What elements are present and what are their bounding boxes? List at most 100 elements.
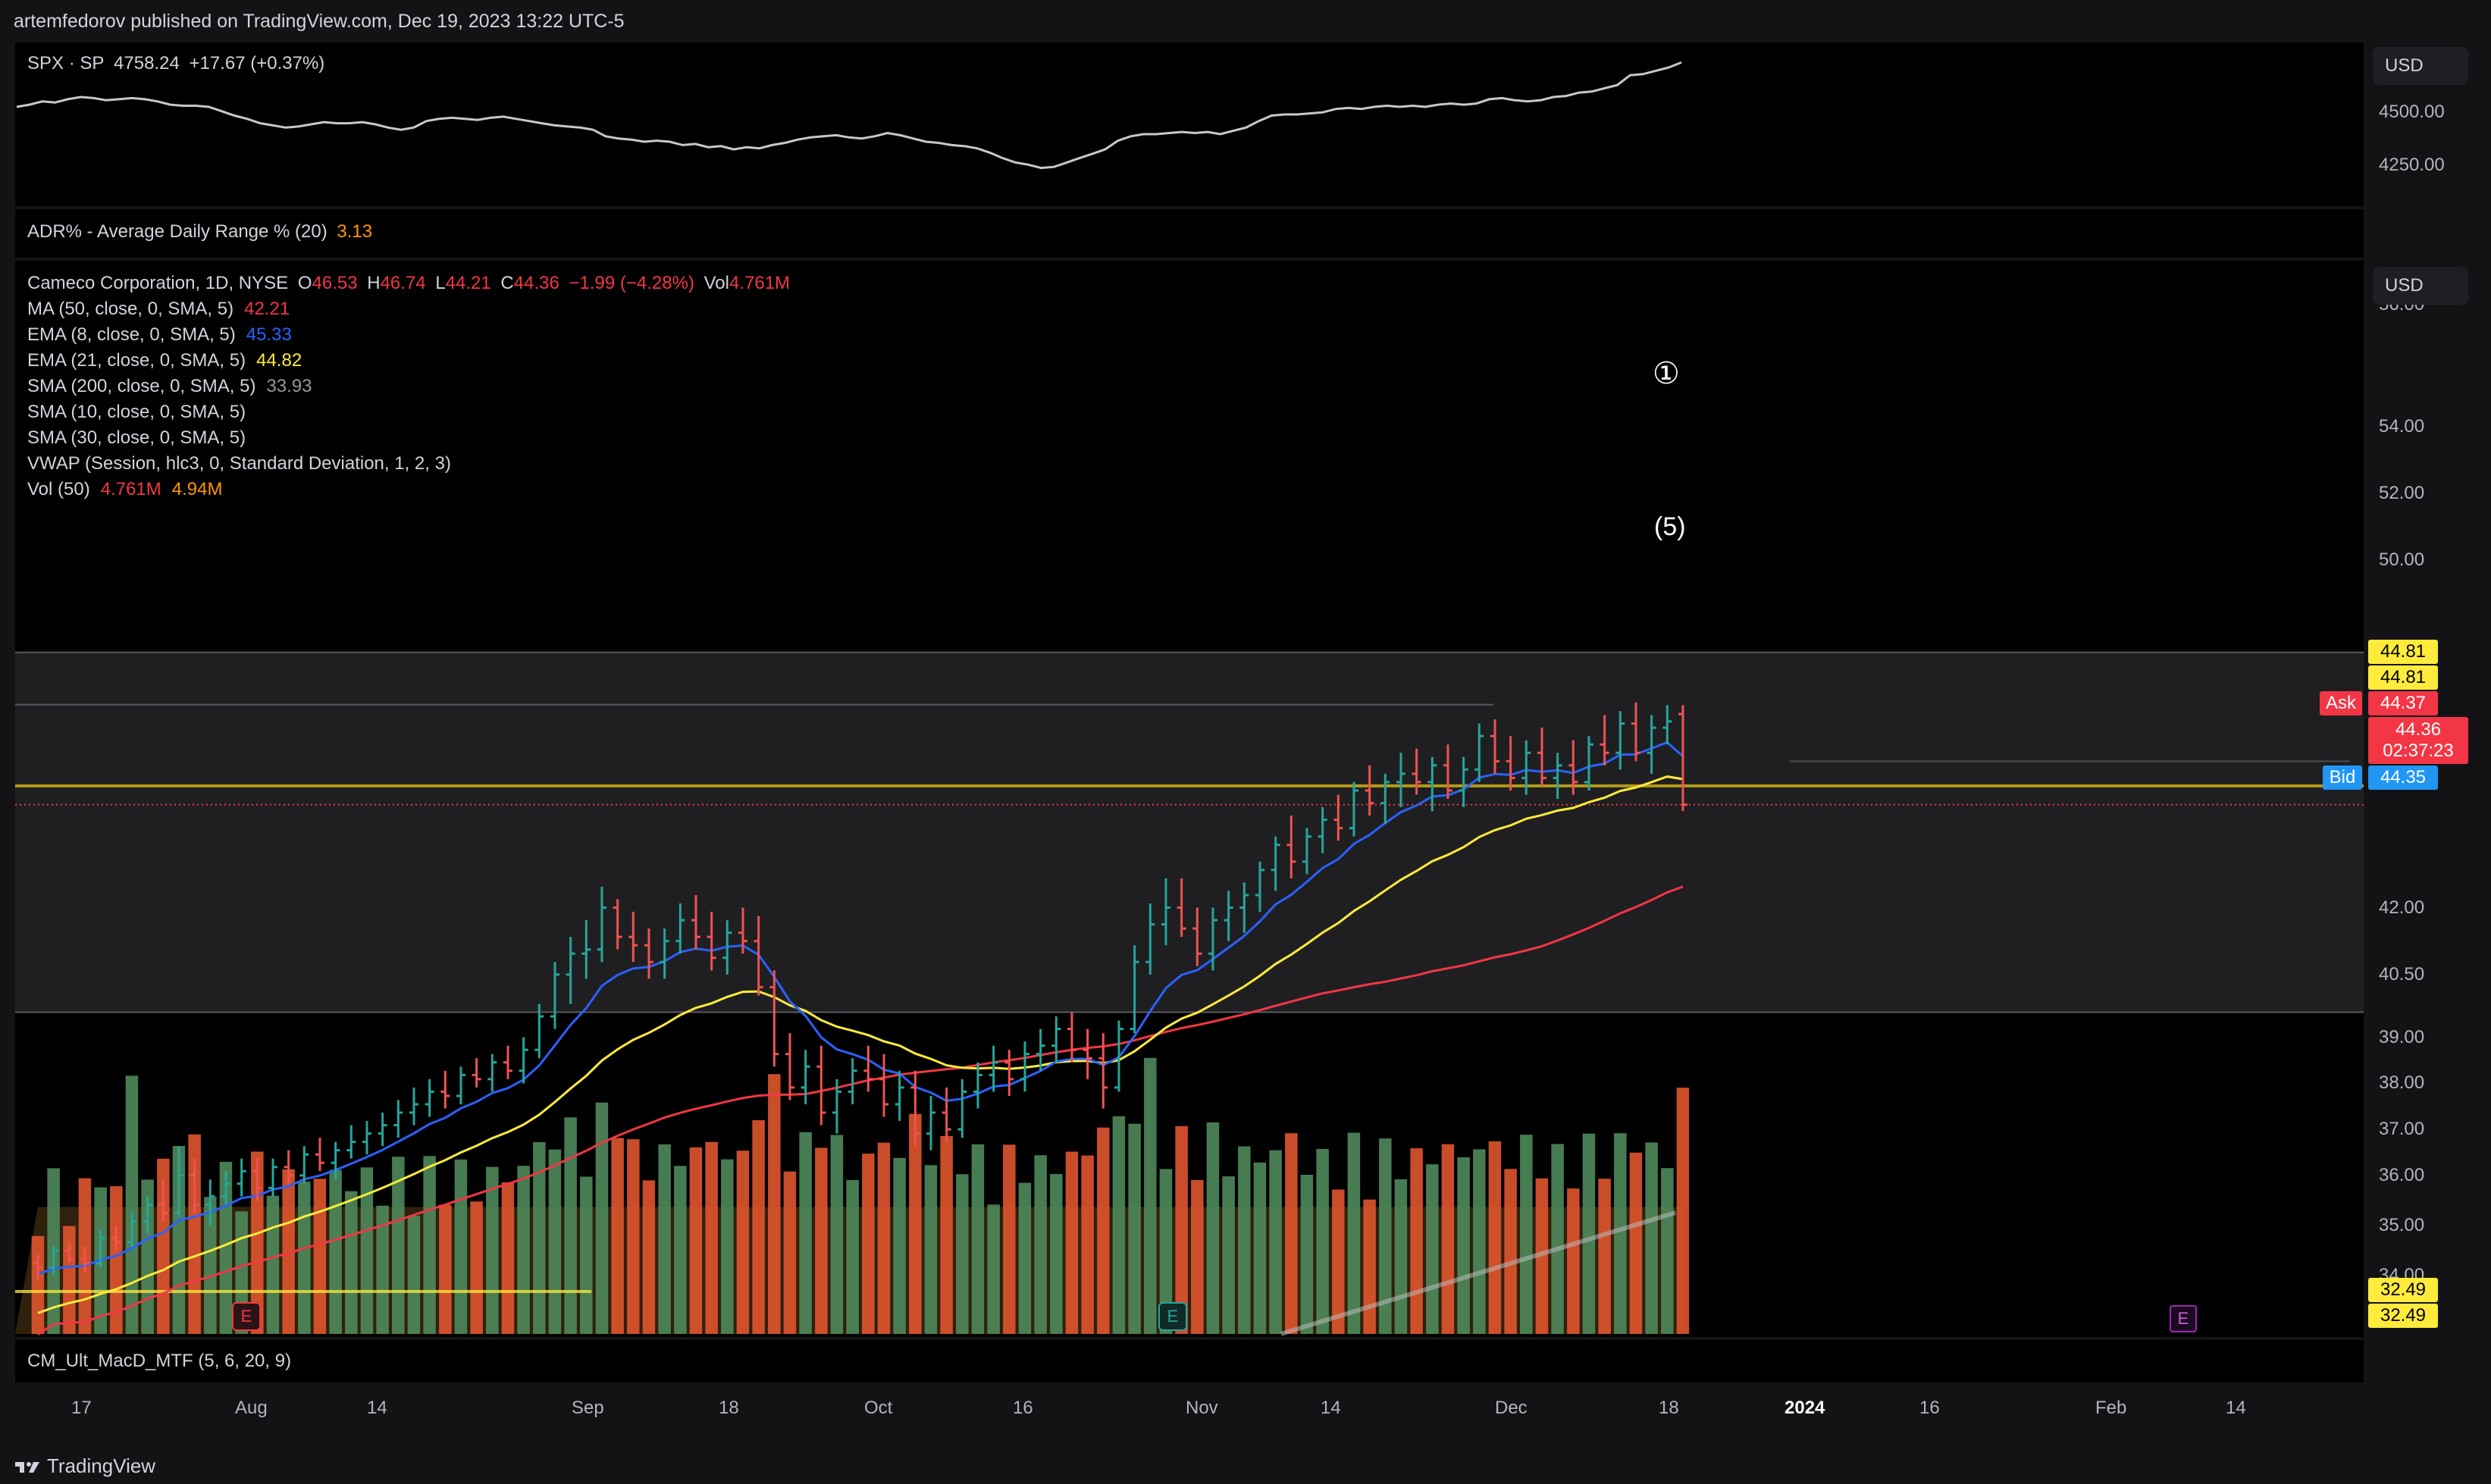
volume-bar: [611, 1138, 624, 1334]
indicator-legend-row[interactable]: EMA (21, close, 0, SMA, 5) 44.82: [27, 350, 312, 371]
ohlc-bar: [1427, 756, 1437, 812]
ohlc-bar: [440, 1070, 450, 1109]
macd-pane[interactable]: [15, 1340, 2364, 1382]
volume-bar: [987, 1204, 1000, 1334]
ohlc-bar: [268, 1158, 277, 1197]
ohlc-bar: [284, 1150, 293, 1184]
ohlc-bar: [832, 1079, 841, 1134]
ohlc-bar: [1521, 740, 1531, 795]
spx-currency-button[interactable]: USD: [2373, 47, 2468, 85]
indicator-label: SMA (200, close, 0, SMA, 5): [27, 376, 256, 396]
volume-bar: [1629, 1152, 1643, 1334]
ohlc-close-label: C: [500, 273, 514, 293]
ohlc-bar: [863, 1045, 873, 1092]
ohlc-bar: [237, 1158, 246, 1197]
ohlc-bar: [487, 1054, 497, 1092]
symbol-title[interactable]: Cameco Corporation, 1D, NYSE: [27, 273, 289, 293]
footer-brand[interactable]: TradingView: [14, 1454, 155, 1478]
indicator-value: 4.761M: [100, 479, 161, 499]
ohlc-bar: [143, 1196, 152, 1235]
volume-bar: [1097, 1127, 1110, 1334]
indicator-legend-row[interactable]: SMA (30, close, 0, SMA, 5): [27, 427, 256, 449]
volume-bar: [799, 1132, 812, 1334]
volume-bar: [1316, 1148, 1329, 1334]
volume-bar: [501, 1182, 515, 1334]
ohlc-bar: [1208, 907, 1217, 971]
indicator-value: 45.33: [246, 324, 292, 345]
ohlc-bar: [1490, 719, 1499, 774]
volume-bar: [1081, 1155, 1094, 1334]
indicator-legend-row[interactable]: MA (50, close, 0, SMA, 5) 42.21: [27, 299, 300, 320]
ohlc-bar: [1286, 816, 1296, 878]
ohlc-bar: [221, 1171, 230, 1205]
ohlc-open: O46.53: [298, 273, 362, 293]
ohlc-bar: [660, 928, 669, 979]
ohlc-bar: [1083, 1028, 1092, 1079]
main-legend: Cameco Corporation, 1D, NYSE O46.53 H46.…: [27, 273, 799, 294]
indicator-legend-row[interactable]: SMA (200, close, 0, SMA, 5) 33.93: [27, 376, 323, 397]
volume-bar: [877, 1142, 891, 1334]
earnings-marker[interactable]: E: [1158, 1302, 1187, 1331]
volume-bar: [1175, 1126, 1188, 1334]
volume-bar: [830, 1135, 844, 1334]
ohlc-bar: [127, 1213, 136, 1247]
ohlc-bar: [926, 1095, 935, 1151]
price-axis[interactable]: 56.0054.0052.0050.0048.0042.0040.5039.00…: [2364, 261, 2491, 1337]
ohlc-bar: [566, 937, 575, 1004]
spx-axis-label: 4250.00: [2379, 155, 2445, 175]
ohlc-bar: [1239, 882, 1249, 933]
publisher-header: artemfedorov published on TradingView.co…: [14, 11, 625, 32]
adr-label[interactable]: ADR% - Average Daily Range % (20): [27, 221, 327, 242]
indicator-legend-row[interactable]: Vol (50) 4.761M 4.94M: [27, 479, 222, 500]
time-axis[interactable]: 17 Aug 14 Sep 18 Oct 16 Nov 14 Dec 18 2024 16 Feb 14: [15, 1387, 2364, 1429]
volume-bar: [736, 1151, 750, 1334]
ohlc-bar: [378, 1113, 387, 1147]
price-axis-label: 36.00: [2379, 1164, 2425, 1185]
volume-bar: [533, 1142, 546, 1334]
ohlc-high: H46.74: [367, 273, 430, 293]
ohlc-bar: [910, 1070, 920, 1147]
ema21-line: [37, 775, 1684, 1314]
ohlc-bar: [315, 1138, 324, 1172]
ohlc-bar: [816, 1045, 826, 1126]
ohlc-bar: [472, 1058, 481, 1088]
ohlc-bar: [738, 907, 747, 954]
indicator-legend-row[interactable]: EMA (8, close, 0, SMA, 5) 45.33: [27, 324, 302, 346]
spx-symbol[interactable]: SPX · SP: [27, 53, 105, 74]
indicator-label: EMA (8, close, 0, SMA, 5): [27, 324, 236, 345]
earnings-marker-upcoming[interactable]: E: [2170, 1305, 2197, 1332]
volume-bar: [1598, 1179, 1611, 1334]
ohlc-bar: [1349, 781, 1358, 837]
adr-pane[interactable]: [15, 209, 2364, 258]
time-axis-label: 16: [1013, 1398, 1033, 1418]
macd-legend[interactable]: CM_Ult_MacD_MTF (5, 6, 20, 9): [27, 1351, 292, 1371]
ohlc-bar: [503, 1045, 512, 1079]
bid-label: Bid: [2323, 765, 2362, 790]
ohlc-bar: [1145, 903, 1155, 975]
ohlc-bar: [1396, 753, 1405, 808]
spx-pane[interactable]: [15, 42, 2364, 206]
ohlc-bar: [49, 1246, 58, 1276]
volume-bar: [1347, 1132, 1361, 1334]
ohlc-bar: [158, 1179, 168, 1222]
indicator-label: Vol (50): [27, 479, 90, 499]
ohlc-bar: [1412, 748, 1421, 795]
ohlc-bar: [1678, 705, 1687, 812]
volume-bar: [1112, 1116, 1126, 1334]
footer-brand-text: TradingView: [47, 1454, 156, 1477]
ohlc-bar: [1333, 794, 1343, 841]
low-price-tag: 32.49: [2368, 1278, 2438, 1302]
indicator-legend-row[interactable]: SMA (10, close, 0, SMA, 5): [27, 402, 256, 423]
volume-bar: [1034, 1155, 1047, 1334]
ohlc-high-label: H: [367, 273, 381, 293]
volume-bar: [1551, 1144, 1564, 1334]
wave-label-1: ①: [1653, 357, 1680, 390]
volume-bar: [188, 1134, 201, 1334]
bid-price-tag: 44.35: [2368, 765, 2438, 790]
volume-bar: [1504, 1169, 1517, 1334]
volume-bar: [1018, 1182, 1032, 1334]
ohlc-bar: [1177, 878, 1186, 938]
earnings-marker[interactable]: E: [232, 1302, 261, 1331]
main-currency-button[interactable]: USD: [2373, 267, 2468, 305]
indicator-legend-row[interactable]: VWAP (Session, hlc3, 0, Standard Deviati…: [27, 453, 462, 474]
